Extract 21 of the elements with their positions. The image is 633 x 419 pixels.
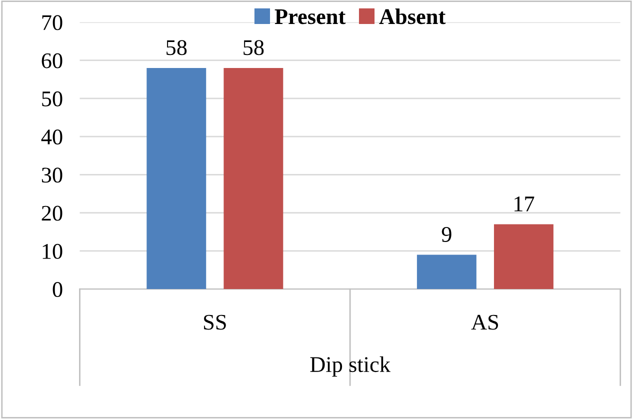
y-tick-label: 0 — [52, 282, 62, 298]
y-tick-label: 30 — [42, 168, 62, 183]
x-axis-title: Dip stick — [310, 356, 390, 377]
y-tick-label: 60 — [42, 53, 62, 68]
data-label: 9 — [442, 227, 452, 242]
legend-label: Present — [274, 9, 346, 24]
data-label: 58 — [244, 40, 264, 56]
y-tick-label: 20 — [42, 206, 62, 221]
bar — [416, 254, 476, 290]
x-tick-label: SS — [204, 314, 226, 330]
bar — [224, 68, 284, 290]
bar — [494, 224, 554, 290]
x-tick-label: AS — [471, 314, 498, 330]
bar — [146, 68, 206, 290]
y-tick-label: 40 — [41, 130, 62, 145]
y-tick-label: 10 — [42, 244, 62, 259]
y-tick-label: 50 — [42, 91, 62, 106]
y-tick-label: 70 — [42, 15, 62, 30]
data-label: 58 — [166, 40, 187, 56]
data-label: 17 — [514, 196, 534, 212]
legend-label: Absent — [379, 8, 446, 24]
